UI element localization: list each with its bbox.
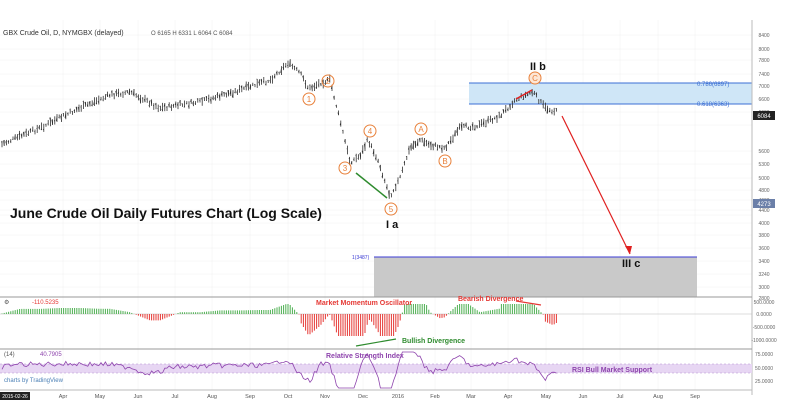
osc-tick-label: -500.0000 [753, 325, 776, 331]
wave-IIIc-label: III c [622, 258, 640, 270]
x-tick-label: Sep [690, 394, 700, 400]
wave-label-5-text: 5 [389, 205, 394, 214]
wave-IIb-label: II b [530, 61, 546, 73]
osc-tick-label: 500.0000 [754, 300, 775, 306]
price-tick-label: 5600 [758, 149, 769, 155]
wave-label-A-text: A [418, 125, 424, 134]
price-bar-open [122, 92, 123, 93]
price-tick-label: 7800 [758, 58, 769, 64]
fib-1-label: 1(3487) [352, 255, 370, 261]
x-tick-label: Aug [207, 394, 217, 400]
price-tick-label: 3400 [758, 259, 769, 265]
price-tick-label: 4800 [758, 188, 769, 194]
ohlc-header: O 6165 H 6331 L 6064 C 6084 [151, 31, 233, 37]
price-bar-open [254, 84, 255, 85]
osc-settings-icon: ⚙ [4, 299, 9, 306]
price-tick-label: 8000 [758, 47, 769, 53]
x-tick-label: Nov [320, 394, 330, 400]
osc-tick-label: 0.0000 [756, 312, 772, 318]
bullish-divergence-label: Bullish Divergence [402, 338, 465, 345]
tradingview-brand: charts by TradingView [4, 378, 64, 384]
last-price-label: 6084 [757, 114, 771, 120]
bearish-divergence-label: Bearish Divergence [458, 296, 523, 303]
rsi-axis: 75.0000 50.0000 25.0000 [755, 352, 773, 385]
price-tick-label: 3000 [758, 285, 769, 291]
x-tick-label: Jun [579, 394, 588, 400]
rsi-value: 40.7905 [40, 352, 62, 358]
price-tick-label: 3800 [758, 233, 769, 239]
x-tick-label: Jul [171, 394, 178, 400]
x-tick-label: Sep [245, 394, 255, 400]
price-tick-label: 7400 [758, 72, 769, 78]
rsi-tick-label: 75.0000 [755, 352, 773, 358]
rsi-title: Relative Strength Index [326, 353, 404, 360]
wave-label-B-text: B [442, 157, 447, 166]
osc-value: -110.5235 [32, 300, 59, 306]
price-tick-label: 5000 [758, 176, 769, 182]
main-title: June Crude Oil Daily Futures Chart (Log … [10, 205, 322, 221]
fib-786-label: 0.786(6897) [697, 82, 729, 88]
x-tick-label: May [95, 394, 106, 400]
price-tick-label: 7000 [758, 84, 769, 90]
wave-label-3-text: 3 [343, 164, 348, 173]
rsi-support-label: RSI Bull Market Support [572, 367, 653, 374]
price-tick-label: 6600 [758, 97, 769, 103]
price-tick-label: 5300 [758, 162, 769, 168]
rsi-tick-label: 25.0000 [755, 379, 773, 385]
x-tick-label: Apr [504, 394, 513, 400]
price-tick-label: 8400 [758, 33, 769, 39]
symbol-header: GBX Crude Oil, D, NYMGBX (delayed) [3, 30, 124, 37]
price-tick-label: 4400 [758, 208, 769, 214]
low-price-label: 4273 [757, 202, 771, 208]
x-tick-label: Mar [466, 394, 476, 400]
x-tick-label: Jun [134, 394, 143, 400]
wave-label-C-text: C [532, 74, 538, 83]
x-tick-label: Oct [284, 394, 293, 400]
price-tick-label: 4000 [758, 221, 769, 227]
mmo-title: Market Momentum Oscillator [316, 300, 412, 307]
wave-label-2-text: 2 [326, 77, 331, 86]
wave-label-C: C [529, 72, 541, 84]
fib-618-label: 0.618(6363) [697, 102, 729, 108]
x-tick-label: May [541, 394, 552, 400]
x-tick-label: 2016 [392, 394, 404, 400]
wave-label-4-text: 4 [368, 127, 373, 136]
osc-tick-label: -1000.0000 [751, 338, 777, 344]
price-axis: 8400800078007400700066006600560053005000… [758, 33, 769, 302]
wave-label-1-text: 1 [307, 95, 312, 104]
rsi-tick-label: 50.0000 [755, 366, 773, 372]
rsi-period-label: (14) [4, 352, 15, 358]
target-zone [374, 257, 697, 297]
start-date-label: 2015-02-26 [2, 394, 28, 400]
price-tick-label: 3240 [758, 272, 769, 278]
price-tick-label: 3600 [758, 246, 769, 252]
x-tick-label: Aug [653, 394, 663, 400]
x-tick-label: Feb [430, 394, 439, 400]
x-tick-label: Jul [616, 394, 623, 400]
x-tick-label: Dec [358, 394, 368, 400]
x-tick-label: Apr [59, 394, 68, 400]
wave-Ia-label: I a [386, 219, 399, 231]
